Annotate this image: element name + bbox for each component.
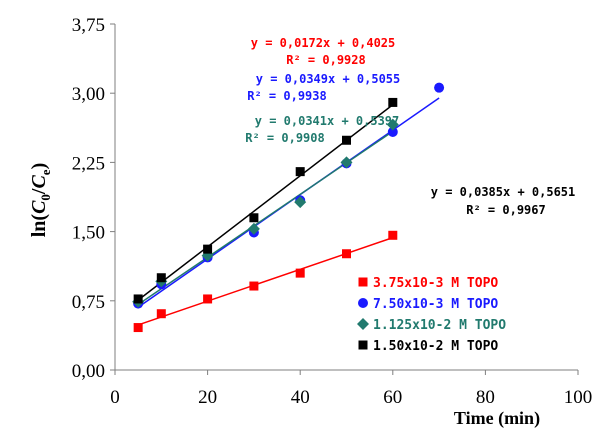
- equation-series-3: y = 0,0341x + 0,5397: [255, 114, 400, 128]
- y-axis-ticks: 0,00 0,75 1,50 2,25 3,00 3,75: [72, 15, 115, 382]
- data-point-series-3: [247, 222, 260, 235]
- y-axis-title: ln(C0/Ce): [28, 163, 53, 238]
- data-point-series-2: [434, 82, 445, 93]
- equation-series-1: y = 0,0172x + 0,4025: [251, 36, 396, 50]
- x-tick-label: 60: [383, 387, 402, 408]
- legend-label-series-4: 1.50x10-2 M TOPO: [373, 339, 498, 354]
- data-markers: [132, 82, 445, 333]
- equation-series-2: y = 0,0349x + 0,5055: [256, 72, 401, 86]
- data-point-series-4: [342, 135, 351, 145]
- data-point-series-3: [386, 118, 399, 131]
- y-tick-label: 1,50: [72, 223, 105, 244]
- equation-series-4: y = 0,0385x + 0,5651: [431, 185, 576, 199]
- plot-frame: [114, 24, 578, 371]
- data-point-series-4: [295, 167, 305, 177]
- data-point-series-1: [295, 268, 305, 278]
- y-tick-label: 0,75: [72, 292, 105, 313]
- y-tick-label: 3,00: [72, 84, 105, 105]
- trendline-series-3: [137, 130, 394, 306]
- legend-marker-series-2: [358, 298, 368, 308]
- data-point-series-2: [387, 126, 398, 137]
- x-tick-label: 100: [564, 387, 593, 408]
- data-point-series-1: [388, 230, 398, 240]
- data-point-series-1: [156, 309, 166, 319]
- y-tick-label: 3,75: [72, 15, 105, 36]
- data-point-series-1: [203, 294, 213, 304]
- x-tick-label: 80: [476, 387, 495, 408]
- legend-label-series-2: 7.50x10-3 M TOPO: [373, 297, 498, 312]
- y-tick-label: 0,00: [72, 361, 105, 382]
- data-point-series-3: [294, 196, 307, 209]
- r2-series-4: R² = 0,9967: [466, 203, 545, 217]
- data-point-series-4: [156, 273, 166, 283]
- data-point-series-3: [340, 156, 353, 169]
- legend-label-series-3: 1.125x10-2 M TOPO: [373, 318, 506, 333]
- legend-marker-series-4: [358, 340, 368, 350]
- data-point-series-4: [249, 213, 259, 223]
- data-point-series-4: [203, 244, 213, 254]
- x-tick-label: 0: [110, 387, 120, 408]
- r2-series-3: R² = 0,9908: [245, 131, 324, 145]
- r2-series-1: R² = 0,9928: [286, 53, 365, 67]
- legend-marker-series-1: [358, 277, 368, 287]
- x-axis-ticks: 0 20 40 60 80 100: [110, 370, 592, 408]
- equation-labels: y = 0,0172x + 0,4025 R² = 0,9928 y = 0,0…: [245, 36, 575, 217]
- data-point-series-4: [133, 294, 143, 304]
- y-tick-label: 2,25: [72, 153, 105, 174]
- x-axis-title: Time (min): [454, 408, 540, 429]
- legend-label-series-1: 3.75x10-3 M TOPO: [373, 276, 498, 291]
- data-point-series-1: [249, 281, 259, 291]
- x-tick-label: 20: [198, 387, 217, 408]
- data-point-series-4: [388, 97, 398, 107]
- x-tick-label: 40: [291, 387, 310, 408]
- r2-series-2: R² = 0,9938: [247, 89, 326, 103]
- data-point-series-1: [133, 323, 143, 333]
- legend-marker-series-3: [357, 318, 369, 330]
- data-point-series-1: [342, 249, 351, 259]
- legend: 3.75x10-3 M TOPO 7.50x10-3 M TOPO 1.125x10…: [357, 276, 506, 354]
